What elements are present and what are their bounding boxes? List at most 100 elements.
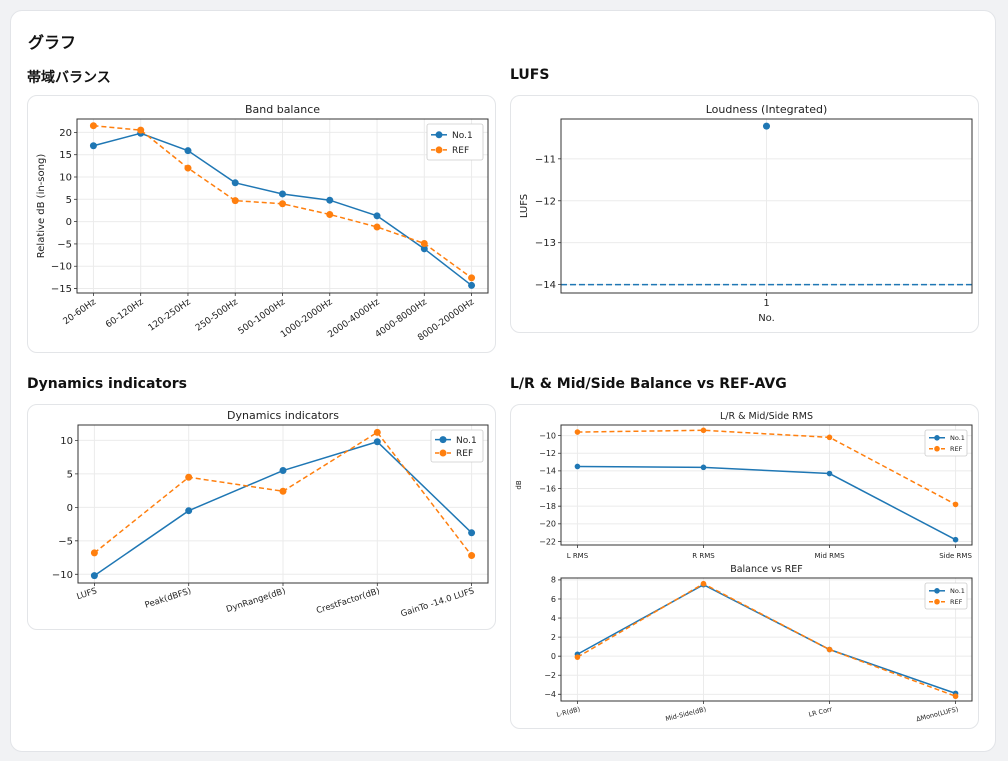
- x-tick-label: L-R(dB): [556, 705, 581, 719]
- x-tick-label: LUFS: [76, 586, 99, 602]
- data-point: [574, 654, 581, 660]
- y-tick-label: 10: [60, 436, 73, 447]
- data-point: [826, 434, 833, 441]
- y-tick-label: 8: [551, 576, 556, 585]
- data-point: [826, 646, 833, 653]
- y-tick-label: −22: [539, 537, 556, 546]
- y-tick-label: −10: [52, 570, 73, 581]
- legend-label: No.1: [950, 434, 965, 442]
- y-tick-label: 0: [551, 652, 556, 661]
- chart-title: Band balance: [245, 103, 320, 116]
- data-point: [373, 212, 381, 220]
- x-tick-label: 20-60Hz: [62, 297, 99, 327]
- data-point: [279, 487, 287, 495]
- legend-marker: [934, 598, 940, 605]
- y-tick-label: 15: [59, 150, 72, 161]
- plot-frame: [560, 118, 973, 294]
- data-point: [373, 428, 381, 436]
- loudness-chart: Loudness (Integrated) −14 −13 −12 −11 1 LUFS No…: [519, 103, 973, 324]
- data-point: [468, 529, 476, 537]
- legend-label: REF: [950, 445, 963, 453]
- section-title-lufs: LUFS: [510, 67, 550, 83]
- data-point: [231, 197, 239, 205]
- x-tick-label: 1: [763, 298, 769, 309]
- x-tick-label: LR Corr: [808, 705, 833, 719]
- y-tick-label: −2: [544, 671, 556, 680]
- legend-marker: [439, 436, 447, 444]
- x-tick-label: 1000-2000Hz: [279, 297, 335, 340]
- y-tick-label: −12: [539, 449, 556, 458]
- chart-title: Balance vs REF: [730, 564, 803, 575]
- data-point: [700, 580, 707, 587]
- x-tick-label: L RMS: [567, 552, 589, 560]
- x-tick-label: 120-250Hz: [147, 297, 193, 334]
- data-point: [89, 142, 97, 150]
- x-tick-label: 250-500Hz: [194, 297, 240, 334]
- data-point: [326, 196, 334, 204]
- data-point: [279, 467, 287, 475]
- y-axis-label: dB: [515, 480, 523, 489]
- y-tick-label: 0: [66, 217, 72, 228]
- data-point: [952, 501, 959, 508]
- data-point: [373, 438, 381, 446]
- data-point: [700, 427, 707, 434]
- balance-plot: Balance vs REF −4 −2 0 2 4 6 8 L-R(dB) Mid-Side(d…: [544, 564, 973, 723]
- data-point: [90, 549, 98, 557]
- data-point: [326, 210, 334, 218]
- plot-frame: [560, 577, 973, 702]
- data-point: [574, 463, 581, 470]
- plot-frame: [76, 118, 489, 294]
- x-tick-label: R RMS: [692, 552, 715, 560]
- data-point: [952, 536, 959, 543]
- y-tick-label: −10: [539, 431, 556, 440]
- legend-label: REF: [456, 449, 473, 459]
- section-title-dynamics: Dynamics indicators: [27, 376, 187, 392]
- dynamics-card: Dynamics indicators −10 −5 0 5 10 LUFS Peak(dBF…: [27, 404, 496, 630]
- band-plot: Band balance −15 −10 −5 0 5 10 15 20 20-60Hz 60-12…: [36, 103, 489, 343]
- y-tick-label: −10: [51, 262, 72, 273]
- y-tick-label: −12: [535, 196, 556, 207]
- x-tick-label: CrestFactor(dB): [315, 586, 381, 616]
- chart-title: L/R & Mid/Side RMS: [720, 411, 813, 422]
- dynamics-chart: Dynamics indicators −10 −5 0 5 10 LUFS Peak(dBF…: [52, 409, 489, 620]
- y-tick-label: −5: [58, 536, 73, 547]
- data-point: [231, 179, 239, 187]
- data-point: [420, 245, 428, 253]
- page-title: グラフ: [28, 33, 77, 52]
- y-tick-label: −15: [51, 284, 72, 295]
- data-point: [826, 470, 833, 477]
- lr-ms-card: L/R & Mid/Side RMS −22 −20 −18 −16 −14 −12 −10 L…: [510, 404, 979, 729]
- legend-marker: [934, 435, 940, 441]
- rms-plot: L/R & Mid/Side RMS −22 −20 −18 −16 −14 −12 −10 L…: [515, 411, 973, 560]
- legend-marker: [934, 445, 940, 452]
- x-tick-label: GainTo -14.0 LUFS: [400, 586, 476, 619]
- x-tick-label: Side RMS: [939, 552, 972, 560]
- x-axis-label: No.: [758, 313, 775, 324]
- lr-ms-chart: L/R & Mid/Side RMS−22−20−18−16−14−12−10L…: [515, 411, 973, 723]
- x-tick-label: Mid-Side(dB): [665, 705, 707, 723]
- plot-frame: [77, 424, 489, 584]
- x-tick-label: Peak(dBFS): [144, 586, 193, 610]
- data-point: [184, 147, 192, 155]
- legend-label: No.1: [452, 131, 473, 141]
- section-title-band: 帯域バランス: [27, 70, 111, 86]
- legend-marker: [435, 131, 443, 139]
- data-point: [952, 693, 959, 700]
- y-tick-label: 0: [67, 503, 73, 514]
- dynamics-plot: Dynamics indicators −10 −5 0 5 10 LUFS Peak(dBF…: [52, 409, 489, 620]
- data-point: [184, 164, 192, 172]
- plot-frame: [560, 424, 973, 546]
- y-tick-label: 20: [59, 128, 72, 139]
- data-point: [185, 473, 193, 481]
- chart-title: Dynamics indicators: [227, 409, 339, 422]
- section-title-lr-ms: L/R & Mid/Side Balance vs REF-AVG: [510, 376, 787, 392]
- data-point: [763, 122, 770, 130]
- y-tick-label: 10: [59, 173, 72, 184]
- y-axis-label: Relative dB (in-song): [36, 154, 47, 259]
- series-line-no1: [577, 465, 956, 541]
- series-line-ref: [577, 429, 956, 506]
- lufs-plot: Loudness (Integrated) −14 −13 −12 −11 1 LUFS No…: [519, 103, 973, 324]
- series-line-no1: [577, 583, 956, 695]
- x-tick-label: ΔMono(LUFS): [915, 705, 959, 723]
- y-tick-label: −16: [539, 484, 556, 493]
